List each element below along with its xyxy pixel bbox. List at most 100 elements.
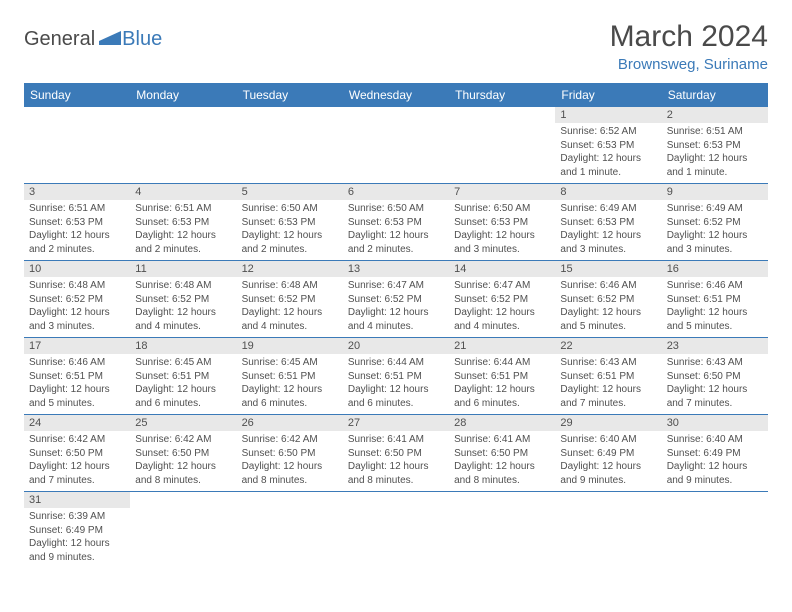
day-info: Sunrise: 6:50 AMSunset: 6:53 PMDaylight:… (343, 200, 449, 260)
calendar-body: 1Sunrise: 6:52 AMSunset: 6:53 PMDaylight… (24, 107, 768, 568)
day-number: 23 (662, 338, 768, 354)
logo-text-blue: Blue (122, 28, 162, 51)
logo: General Blue (24, 28, 162, 51)
day-info: Sunrise: 6:42 AMSunset: 6:50 PMDaylight:… (130, 431, 236, 491)
day-info: Sunrise: 6:40 AMSunset: 6:49 PMDaylight:… (555, 431, 661, 491)
calendar-cell: 9Sunrise: 6:49 AMSunset: 6:52 PMDaylight… (662, 184, 768, 261)
day-number: 30 (662, 415, 768, 431)
calendar-cell: 13Sunrise: 6:47 AMSunset: 6:52 PMDayligh… (343, 261, 449, 338)
calendar-cell: 18Sunrise: 6:45 AMSunset: 6:51 PMDayligh… (130, 338, 236, 415)
calendar-cell (130, 107, 236, 184)
weekday-friday: Friday (555, 83, 661, 107)
day-number: 22 (555, 338, 661, 354)
calendar-cell: 28Sunrise: 6:41 AMSunset: 6:50 PMDayligh… (449, 415, 555, 492)
day-info: Sunrise: 6:51 AMSunset: 6:53 PMDaylight:… (24, 200, 130, 260)
day-info: Sunrise: 6:51 AMSunset: 6:53 PMDaylight:… (130, 200, 236, 260)
day-number: 25 (130, 415, 236, 431)
calendar-cell: 6Sunrise: 6:50 AMSunset: 6:53 PMDaylight… (343, 184, 449, 261)
day-number: 9 (662, 184, 768, 200)
location-text: Brownsweg, Suriname (610, 56, 768, 73)
calendar-cell: 29Sunrise: 6:40 AMSunset: 6:49 PMDayligh… (555, 415, 661, 492)
day-number: 18 (130, 338, 236, 354)
calendar-cell: 14Sunrise: 6:47 AMSunset: 6:52 PMDayligh… (449, 261, 555, 338)
calendar-row: 24Sunrise: 6:42 AMSunset: 6:50 PMDayligh… (24, 415, 768, 492)
calendar-cell: 19Sunrise: 6:45 AMSunset: 6:51 PMDayligh… (237, 338, 343, 415)
calendar-row: 17Sunrise: 6:46 AMSunset: 6:51 PMDayligh… (24, 338, 768, 415)
day-info: Sunrise: 6:41 AMSunset: 6:50 PMDaylight:… (449, 431, 555, 491)
calendar-cell: 17Sunrise: 6:46 AMSunset: 6:51 PMDayligh… (24, 338, 130, 415)
weekday-header-row: Sunday Monday Tuesday Wednesday Thursday… (24, 83, 768, 107)
day-info: Sunrise: 6:42 AMSunset: 6:50 PMDaylight:… (237, 431, 343, 491)
calendar-cell (662, 492, 768, 569)
title-block: March 2024 Brownsweg, Suriname (610, 20, 768, 73)
weekday-wednesday: Wednesday (343, 83, 449, 107)
day-info: Sunrise: 6:43 AMSunset: 6:51 PMDaylight:… (555, 354, 661, 414)
day-number: 10 (24, 261, 130, 277)
calendar-row: 3Sunrise: 6:51 AMSunset: 6:53 PMDaylight… (24, 184, 768, 261)
day-number: 7 (449, 184, 555, 200)
day-number: 17 (24, 338, 130, 354)
calendar-cell (237, 107, 343, 184)
day-info: Sunrise: 6:47 AMSunset: 6:52 PMDaylight:… (449, 277, 555, 337)
calendar-cell (449, 107, 555, 184)
calendar-cell: 11Sunrise: 6:48 AMSunset: 6:52 PMDayligh… (130, 261, 236, 338)
calendar-cell: 3Sunrise: 6:51 AMSunset: 6:53 PMDaylight… (24, 184, 130, 261)
day-info: Sunrise: 6:46 AMSunset: 6:51 PMDaylight:… (662, 277, 768, 337)
day-info: Sunrise: 6:42 AMSunset: 6:50 PMDaylight:… (24, 431, 130, 491)
calendar-cell: 20Sunrise: 6:44 AMSunset: 6:51 PMDayligh… (343, 338, 449, 415)
day-number: 20 (343, 338, 449, 354)
day-number: 28 (449, 415, 555, 431)
day-number: 13 (343, 261, 449, 277)
day-number: 27 (343, 415, 449, 431)
calendar-cell: 25Sunrise: 6:42 AMSunset: 6:50 PMDayligh… (130, 415, 236, 492)
calendar-cell (449, 492, 555, 569)
calendar-cell: 31Sunrise: 6:39 AMSunset: 6:49 PMDayligh… (24, 492, 130, 569)
calendar-cell: 2Sunrise: 6:51 AMSunset: 6:53 PMDaylight… (662, 107, 768, 184)
month-title: March 2024 (610, 20, 768, 54)
day-number: 5 (237, 184, 343, 200)
calendar-cell (24, 107, 130, 184)
day-number: 29 (555, 415, 661, 431)
calendar-cell: 26Sunrise: 6:42 AMSunset: 6:50 PMDayligh… (237, 415, 343, 492)
day-number: 16 (662, 261, 768, 277)
day-number: 6 (343, 184, 449, 200)
weekday-saturday: Saturday (662, 83, 768, 107)
day-info: Sunrise: 6:49 AMSunset: 6:52 PMDaylight:… (662, 200, 768, 260)
day-info: Sunrise: 6:45 AMSunset: 6:51 PMDaylight:… (237, 354, 343, 414)
day-info: Sunrise: 6:50 AMSunset: 6:53 PMDaylight:… (449, 200, 555, 260)
day-number: 15 (555, 261, 661, 277)
day-info: Sunrise: 6:41 AMSunset: 6:50 PMDaylight:… (343, 431, 449, 491)
day-number: 2 (662, 107, 768, 123)
day-info: Sunrise: 6:49 AMSunset: 6:53 PMDaylight:… (555, 200, 661, 260)
day-info: Sunrise: 6:44 AMSunset: 6:51 PMDaylight:… (449, 354, 555, 414)
calendar-cell: 15Sunrise: 6:46 AMSunset: 6:52 PMDayligh… (555, 261, 661, 338)
calendar-cell (237, 492, 343, 569)
calendar-row: 10Sunrise: 6:48 AMSunset: 6:52 PMDayligh… (24, 261, 768, 338)
calendar-cell: 5Sunrise: 6:50 AMSunset: 6:53 PMDaylight… (237, 184, 343, 261)
calendar-cell (555, 492, 661, 569)
day-number: 3 (24, 184, 130, 200)
calendar-cell: 21Sunrise: 6:44 AMSunset: 6:51 PMDayligh… (449, 338, 555, 415)
calendar-cell: 12Sunrise: 6:48 AMSunset: 6:52 PMDayligh… (237, 261, 343, 338)
day-info: Sunrise: 6:44 AMSunset: 6:51 PMDaylight:… (343, 354, 449, 414)
day-number: 21 (449, 338, 555, 354)
day-number: 12 (237, 261, 343, 277)
day-number: 31 (24, 492, 130, 508)
day-info: Sunrise: 6:47 AMSunset: 6:52 PMDaylight:… (343, 277, 449, 337)
calendar-cell: 8Sunrise: 6:49 AMSunset: 6:53 PMDaylight… (555, 184, 661, 261)
day-number: 19 (237, 338, 343, 354)
calendar-row: 1Sunrise: 6:52 AMSunset: 6:53 PMDaylight… (24, 107, 768, 184)
calendar-cell: 22Sunrise: 6:43 AMSunset: 6:51 PMDayligh… (555, 338, 661, 415)
day-info: Sunrise: 6:43 AMSunset: 6:50 PMDaylight:… (662, 354, 768, 414)
day-info: Sunrise: 6:45 AMSunset: 6:51 PMDaylight:… (130, 354, 236, 414)
day-number: 4 (130, 184, 236, 200)
calendar-cell: 1Sunrise: 6:52 AMSunset: 6:53 PMDaylight… (555, 107, 661, 184)
day-info: Sunrise: 6:39 AMSunset: 6:49 PMDaylight:… (24, 508, 130, 568)
day-number: 11 (130, 261, 236, 277)
day-info: Sunrise: 6:50 AMSunset: 6:53 PMDaylight:… (237, 200, 343, 260)
weekday-tuesday: Tuesday (237, 83, 343, 107)
weekday-thursday: Thursday (449, 83, 555, 107)
calendar-table: Sunday Monday Tuesday Wednesday Thursday… (24, 83, 768, 568)
calendar-cell (343, 107, 449, 184)
day-info: Sunrise: 6:46 AMSunset: 6:51 PMDaylight:… (24, 354, 130, 414)
